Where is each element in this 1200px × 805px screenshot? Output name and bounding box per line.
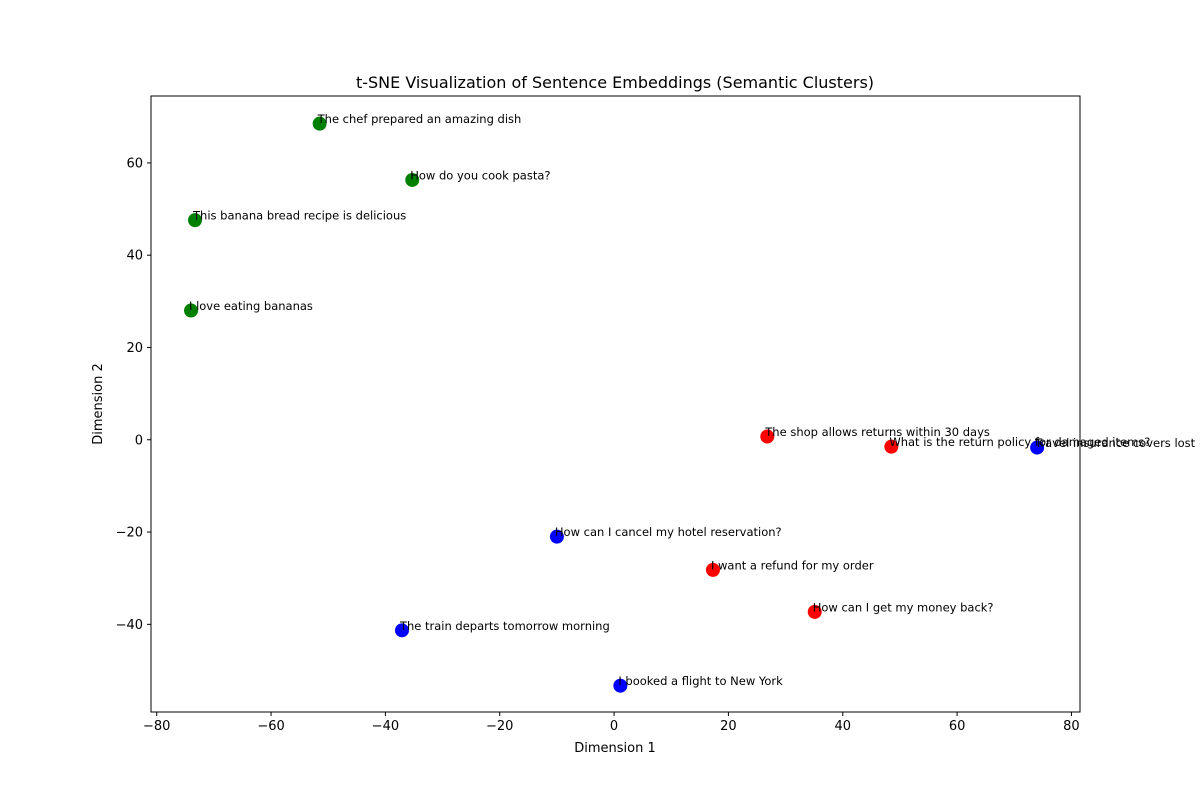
x-tick-label: 20 <box>720 719 737 734</box>
chart-title: t-SNE Visualization of Sentence Embeddin… <box>356 73 874 92</box>
data-point <box>884 439 899 454</box>
x-tick-label: −80 <box>143 719 170 734</box>
y-tick-label: −40 <box>116 618 143 633</box>
x-tick-label: −60 <box>257 719 284 734</box>
data-point <box>549 529 564 544</box>
data-point <box>705 562 720 577</box>
data-point <box>613 678 628 693</box>
data-point <box>394 623 409 638</box>
point-label: What is the return policy for damaged it… <box>889 435 1150 449</box>
point-label: This banana bread recipe is delicious <box>192 209 406 223</box>
y-tick-label: 40 <box>126 249 143 264</box>
x-tick-label: 60 <box>949 719 966 734</box>
data-point <box>405 172 420 187</box>
data-point <box>184 303 199 318</box>
plot-layer: −80 −60 −40 −20 0 20 40 60 80 −40 −20 0 20 40 60 The ch… <box>116 95 1200 734</box>
x-tick-label: 40 <box>834 719 851 734</box>
y-tick-label: 60 <box>126 156 143 171</box>
y-tick-label: 0 <box>135 433 143 448</box>
point-label: I love eating bananas <box>189 299 313 313</box>
data-point <box>1030 440 1045 455</box>
data-point <box>760 429 775 444</box>
y-axis-label: Dimension 2 <box>91 363 106 445</box>
x-axis-label: Dimension 1 <box>574 741 656 756</box>
point-label: The shop allows returns within 30 days <box>764 425 990 439</box>
x-tick-label: 80 <box>1063 719 1080 734</box>
point-label: How can I cancel my hotel reservation? <box>555 525 782 539</box>
y-tick-label: 20 <box>126 341 143 356</box>
point-label: How do you cook pasta? <box>410 168 550 182</box>
x-tick-label: −40 <box>372 719 399 734</box>
point-label: The chef prepared an amazing dish <box>317 112 522 126</box>
point-label: How can I get my money back? <box>813 600 994 614</box>
x-tick-label: −20 <box>486 719 513 734</box>
point-label: Travel insurance covers lost luggage <box>1034 436 1200 450</box>
point-label: I want a refund for my order <box>711 558 874 572</box>
data-point <box>312 116 327 131</box>
y-tick-label: −20 <box>116 526 143 541</box>
point-label: I booked a flight to New York <box>618 674 783 688</box>
plot-frame <box>150 95 1081 713</box>
data-point <box>807 604 822 619</box>
data-point <box>188 213 203 228</box>
x-tick-label: 0 <box>610 719 618 734</box>
point-label: The train departs tomorrow morning <box>399 619 610 633</box>
